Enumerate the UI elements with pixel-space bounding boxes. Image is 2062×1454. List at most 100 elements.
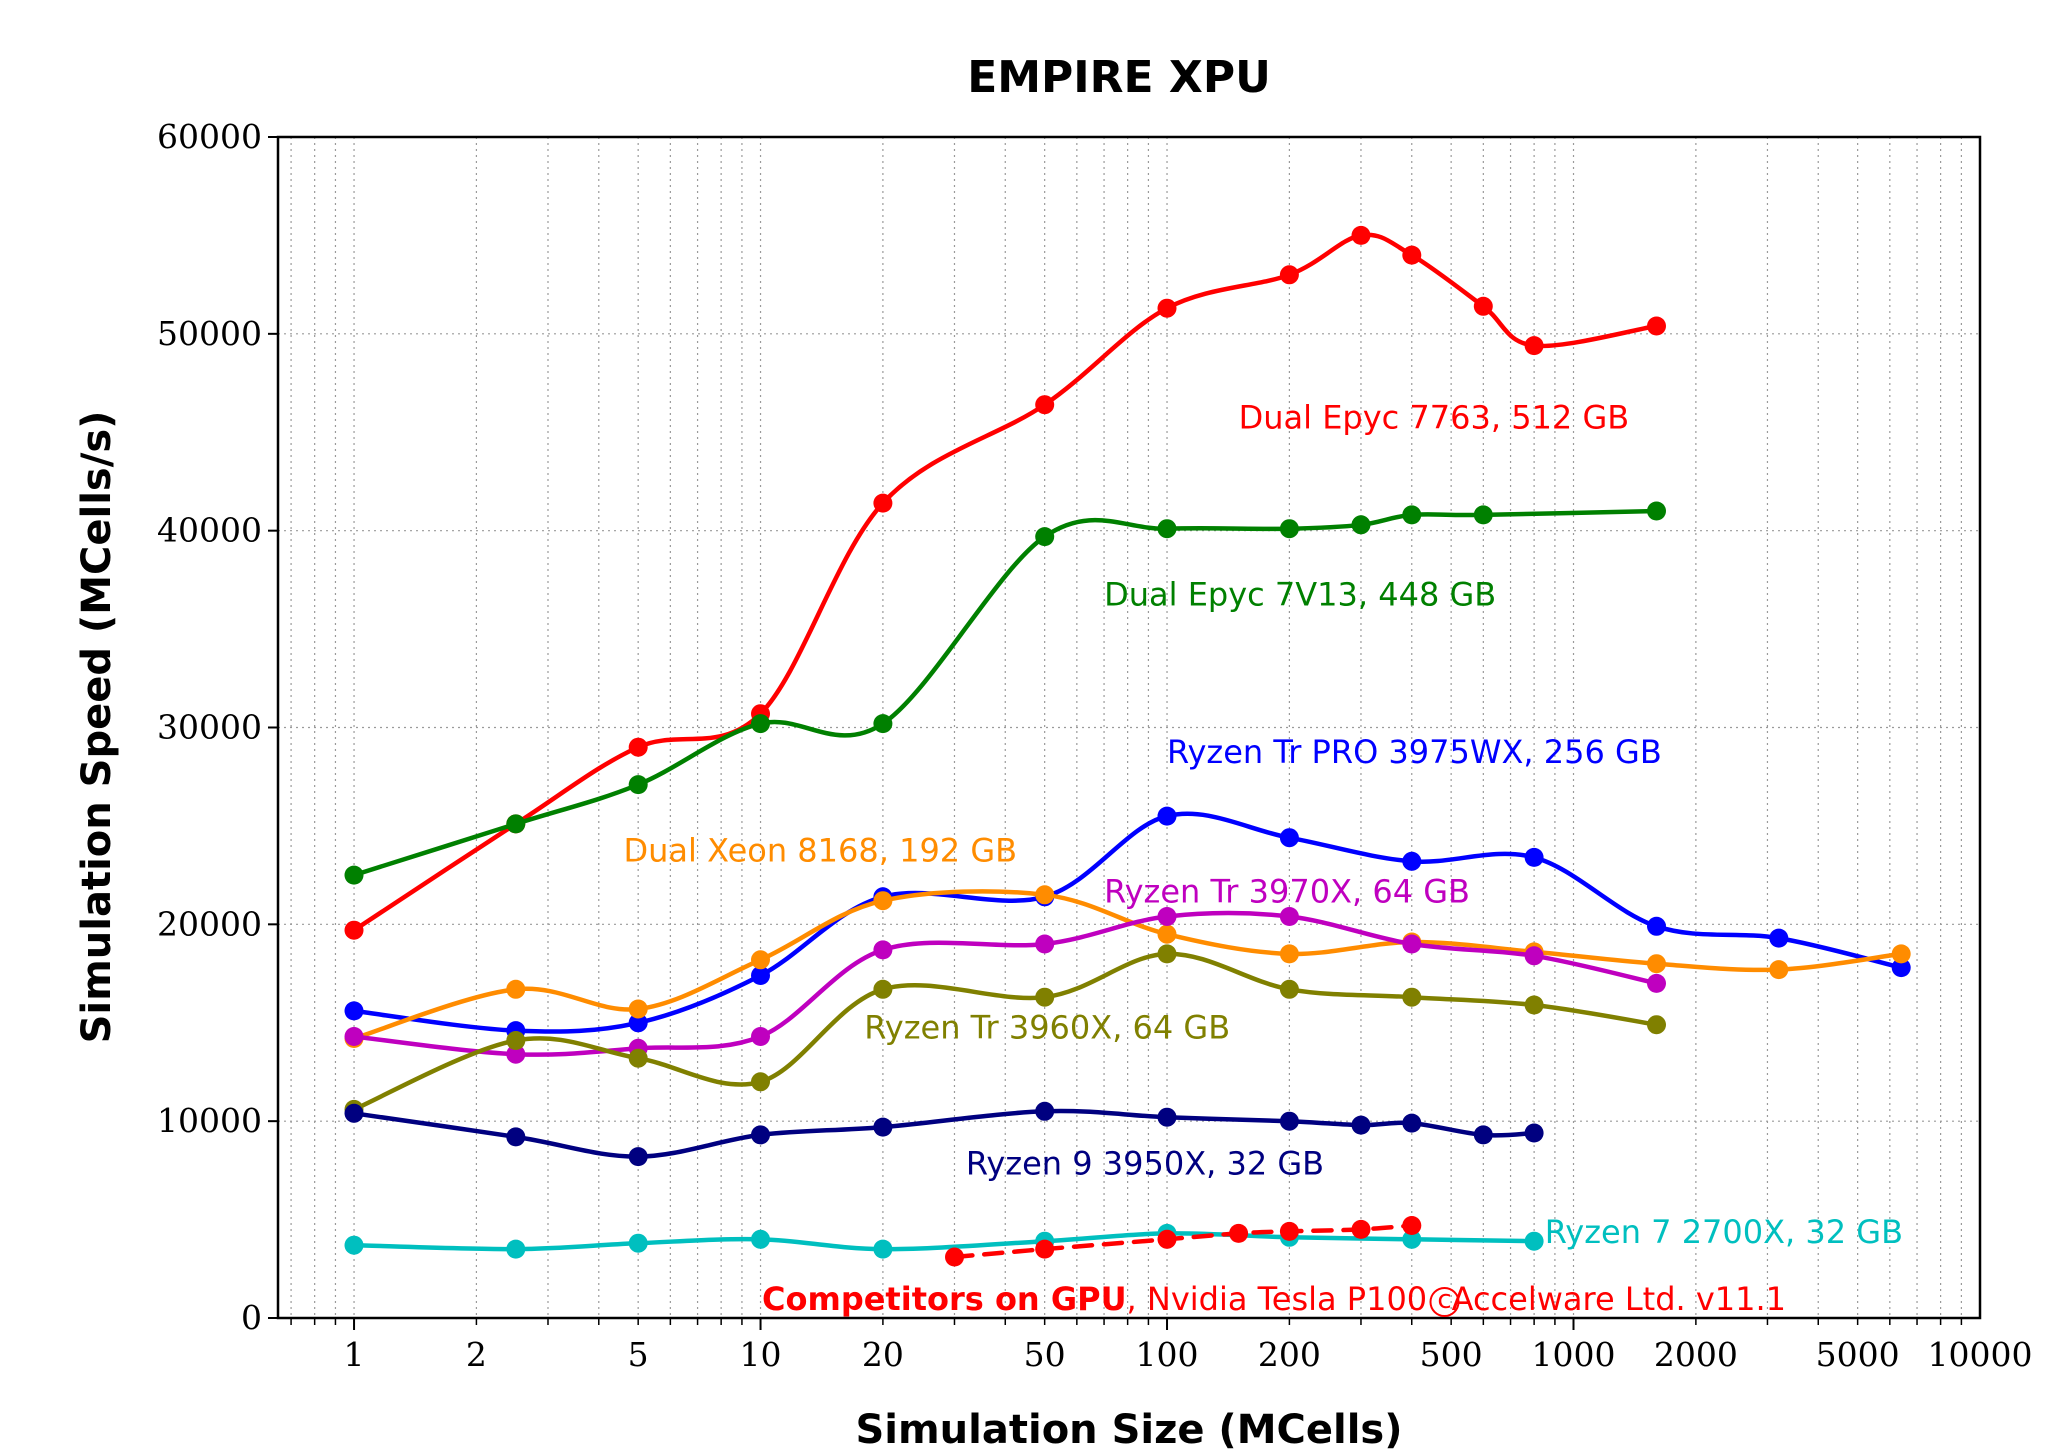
data-point: [873, 1239, 893, 1259]
data-point: [1402, 1216, 1422, 1235]
data-point: [506, 1031, 526, 1050]
x-axis-label: Simulation Size (MCells): [855, 1407, 1402, 1453]
data-point: [873, 493, 893, 513]
x-tick-label: 200: [1258, 1335, 1321, 1374]
series-label: Ryzen Tr 3970X, 64 GB: [1104, 873, 1470, 911]
data-point: [628, 999, 648, 1019]
data-point: [1157, 1229, 1177, 1249]
data-point: [1351, 1219, 1371, 1239]
plot-frame: [276, 135, 1982, 1320]
data-point: [1647, 954, 1666, 974]
data-point: [1473, 505, 1493, 525]
data-point: [1351, 515, 1371, 535]
data-point: [751, 950, 770, 970]
data-point: [1402, 245, 1422, 265]
data-point: [1279, 979, 1299, 999]
data-point: [628, 737, 648, 757]
data-point: [1647, 501, 1666, 521]
data-point: [344, 1001, 364, 1021]
data-point: [1157, 298, 1177, 318]
data-point: [873, 979, 893, 999]
data-point: [873, 940, 893, 960]
data-point: [506, 979, 526, 999]
data-point: [506, 1239, 526, 1259]
data-point: [873, 714, 893, 734]
series: [344, 1101, 1544, 1167]
data-point: [1035, 1239, 1055, 1259]
x-tick-label: 50: [1024, 1335, 1066, 1374]
y-tick-label: 50000: [157, 314, 262, 353]
y-tick-label: 30000: [157, 708, 262, 747]
copyright-icon: c: [1437, 1285, 1451, 1315]
data-point: [1473, 296, 1493, 316]
data-point: [628, 775, 648, 795]
data-point: [1035, 885, 1055, 905]
axis-ticks: 0 10000 20000 30000 40000 50000 60000 1 2 5 10 20 50…: [157, 117, 2032, 1374]
data-point: [1402, 987, 1422, 1007]
data-point: [1229, 1223, 1249, 1243]
data-point: [1279, 944, 1299, 964]
series-label: Dual Xeon 8168, 192 GB: [624, 831, 1018, 869]
data-point: [751, 1125, 770, 1145]
series-label: Dual Epyc 7V13, 448 GB: [1104, 576, 1496, 614]
data-point: [751, 1229, 770, 1249]
data-point: [344, 1235, 364, 1255]
series-line: [351, 951, 1659, 1112]
footnote: Competitors on GPU, Nvidia Tesla P100 cA…: [762, 1280, 1786, 1318]
data-point: [1524, 847, 1544, 867]
chart-title: EMPIRE XPU: [967, 52, 1271, 103]
data-point: [628, 1233, 648, 1253]
x-tick-label: 2000: [1654, 1335, 1738, 1374]
data-point: [506, 1127, 526, 1147]
data-point: [1035, 527, 1055, 547]
series-layer: [344, 225, 1911, 1267]
data-point: [1891, 944, 1911, 964]
data-point: [1279, 1111, 1299, 1131]
data-point: [751, 966, 770, 985]
data-point: [1769, 928, 1789, 948]
data-point: [1647, 316, 1666, 336]
data-point: [1891, 958, 1911, 978]
x-tick-label: 2: [466, 1335, 487, 1374]
data-point: [1402, 1229, 1422, 1249]
data-point: [1279, 907, 1299, 926]
data-point: [1402, 1113, 1422, 1133]
data-point: [1647, 973, 1666, 993]
data-point: [751, 1027, 770, 1046]
data-point: [506, 1044, 526, 1064]
y-tick-label: 60000: [157, 117, 262, 156]
data-point: [1524, 946, 1544, 966]
data-point: [344, 865, 364, 885]
data-point: [1402, 934, 1422, 954]
data-point: [344, 1103, 364, 1123]
y-tick-label: 10000: [157, 1101, 262, 1140]
data-point: [1157, 944, 1177, 964]
footnote-text-2: Accelware Ltd. v11.1: [1452, 1280, 1786, 1318]
data-point: [1035, 987, 1055, 1007]
data-point: [1157, 924, 1177, 944]
footnote-text: , Nvidia Tesla P100: [1127, 1280, 1438, 1318]
series-labels: Dual Epyc 7763, 512 GB Dual Epyc 7V13, 44…: [624, 398, 1904, 1251]
series-label: Ryzen Tr PRO 3975WX, 256 GB: [1167, 733, 1662, 771]
data-point: [1157, 806, 1177, 826]
data-point: [873, 1117, 893, 1137]
series-label: Ryzen 9 3950X, 32 GB: [966, 1144, 1324, 1182]
series: [945, 1216, 1422, 1267]
data-point: [945, 1247, 964, 1267]
series: [344, 885, 1911, 1048]
series: [344, 501, 1666, 885]
series-label: Ryzen Tr 3960X, 64 GB: [864, 1009, 1230, 1047]
data-point: [1473, 1125, 1493, 1145]
data-point: [1279, 265, 1299, 285]
data-point: [1351, 225, 1371, 245]
data-point: [1035, 1101, 1055, 1121]
series: [344, 806, 1911, 1041]
data-point: [1279, 828, 1299, 848]
y-axis-label: Simulation Speed (MCells/s): [74, 411, 120, 1044]
data-point: [344, 920, 364, 940]
data-point: [1402, 851, 1422, 871]
x-tick-label: 500: [1420, 1335, 1483, 1374]
data-point: [1157, 907, 1177, 926]
data-point: [628, 1147, 648, 1167]
